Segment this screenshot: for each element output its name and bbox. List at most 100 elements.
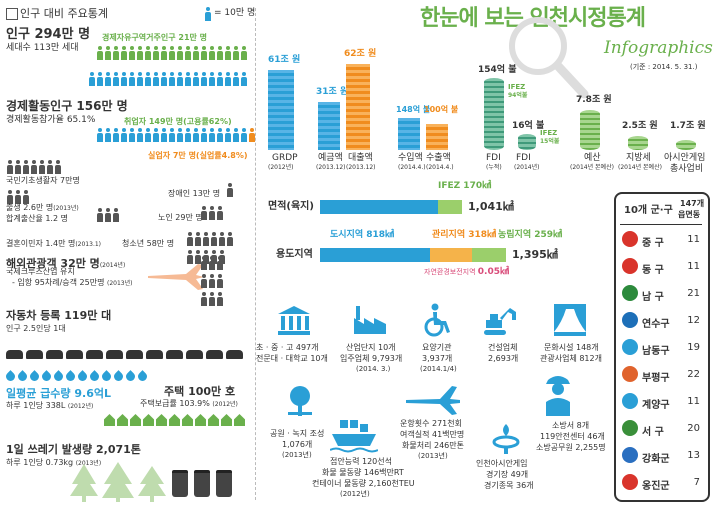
loan-label: 대출액 bbox=[348, 153, 373, 163]
tourism-title: 해외관광객 32만 명(2014년) bbox=[6, 257, 126, 270]
local-tax-label: 지방세 bbox=[626, 153, 651, 163]
zoning-bar-urban bbox=[320, 248, 430, 262]
car-icon bbox=[6, 350, 23, 359]
loan-value: 62조 원 bbox=[344, 49, 377, 59]
excavator-icon bbox=[484, 308, 516, 335]
district-name: 동 구 bbox=[642, 265, 664, 276]
house-icons-row bbox=[104, 414, 247, 426]
page-subtitle: Infographics bbox=[604, 38, 713, 58]
person-icon bbox=[232, 72, 239, 86]
person-icon bbox=[160, 46, 167, 60]
population-icons-row1 bbox=[96, 46, 248, 60]
zoning-agri-label: 농림지역 259㎢ bbox=[498, 230, 563, 240]
person-icon bbox=[6, 160, 13, 174]
person-icon bbox=[128, 72, 135, 86]
airplane-icon bbox=[148, 264, 204, 290]
district-emblem-icon bbox=[622, 420, 638, 436]
economic-icons-row bbox=[96, 128, 256, 142]
stadium-line3: 경기종목 36개 bbox=[484, 481, 534, 490]
trash-bin-icon bbox=[216, 470, 232, 497]
fertility-icons bbox=[96, 208, 120, 222]
export-bar bbox=[426, 124, 448, 150]
person-icon bbox=[200, 128, 207, 142]
fdi-total-label: FDI bbox=[486, 153, 501, 163]
person-icon bbox=[224, 46, 231, 60]
fdi-2014-sub: (2014년) bbox=[514, 164, 540, 171]
schools-line1: 초 · 중 · 고 497개 bbox=[256, 343, 319, 352]
person-icon bbox=[176, 72, 183, 86]
person-icon bbox=[184, 46, 191, 60]
car-icon bbox=[86, 350, 103, 359]
district-name: 부평구 bbox=[642, 373, 670, 384]
person-icon bbox=[240, 46, 247, 60]
person-icon bbox=[168, 128, 175, 142]
district-row: 계양구 11 bbox=[618, 390, 704, 414]
parks-line1: 공원 · 녹지 조성 bbox=[270, 429, 325, 438]
district-emblem-icon bbox=[622, 285, 638, 301]
car-icon bbox=[46, 350, 63, 359]
fdi-total-value: 154억 불 bbox=[478, 65, 517, 75]
magnifier-icon bbox=[509, 17, 589, 99]
zoning-nature-label: 자연환경보전지역 0.05㎢ bbox=[424, 267, 509, 277]
car-icon bbox=[186, 350, 203, 359]
person-icon bbox=[184, 72, 191, 86]
tourist-icons bbox=[200, 256, 224, 270]
disabled-icons bbox=[226, 183, 234, 197]
zoning-bar-agri bbox=[472, 248, 506, 262]
person-icon bbox=[6, 190, 13, 204]
care-line2: 3,937개 bbox=[422, 354, 453, 363]
marriage-label: 결혼이민자 1.4만 명(2013.1) bbox=[6, 239, 102, 248]
district-row: 남 구 21 bbox=[618, 282, 704, 306]
house-icon bbox=[234, 414, 245, 426]
waste-title: 1일 쓰레기 발생량 2,071톤 bbox=[6, 443, 141, 456]
car-icon bbox=[146, 350, 163, 359]
basic-livelihood-label: 국민기초생활자 7만명 bbox=[6, 176, 80, 185]
economic-rate: 경제활동참가율 65.1% bbox=[6, 115, 96, 125]
theater-icon bbox=[554, 304, 586, 336]
person-icon bbox=[136, 128, 143, 142]
schools-line2: 전문대 · 대학교 10개 bbox=[256, 354, 328, 363]
car-icon bbox=[26, 350, 43, 359]
port-line4: (2012년) bbox=[340, 490, 370, 498]
care-line1: 요양기관 bbox=[422, 343, 452, 352]
parks-line2: 1,076개 bbox=[282, 440, 313, 449]
population-icons-row2 bbox=[88, 72, 248, 86]
trash-bin-icon bbox=[172, 470, 188, 497]
birth-label: 출생 2.6만 명(2013년) bbox=[6, 203, 79, 212]
person-icon bbox=[120, 128, 127, 142]
person-icon bbox=[240, 72, 247, 86]
district-count: 20 bbox=[687, 423, 700, 434]
unemployed-label: 실업자 7만 명(실업률4.8%) bbox=[148, 151, 248, 160]
fez-population-label: 경제자유구역거주인구 21만 명 bbox=[102, 33, 208, 42]
grdp-value: 61조 원 bbox=[268, 55, 301, 65]
person-icon bbox=[200, 206, 207, 220]
person-icon bbox=[144, 46, 151, 60]
person-icon bbox=[224, 72, 231, 86]
person-icon bbox=[112, 72, 119, 86]
district-row: 강화군 13 bbox=[618, 444, 704, 468]
park-tree-icon bbox=[288, 386, 312, 416]
district-count: 13 bbox=[687, 450, 700, 461]
district-name: 강화군 bbox=[642, 454, 670, 465]
section-checkbox-icon bbox=[6, 8, 18, 20]
person-icon bbox=[176, 46, 183, 60]
person-icon bbox=[216, 256, 223, 270]
person-icon bbox=[208, 46, 215, 60]
stadium-line2: 경기장 49개 bbox=[486, 470, 529, 479]
youth-icons bbox=[186, 232, 234, 246]
youth-label: 청소년 58만 명 bbox=[122, 239, 175, 248]
deposit-bar bbox=[318, 102, 340, 150]
fdi-total-sub: (누적) bbox=[486, 164, 502, 171]
airport-line3: 화물처리 246만톤 bbox=[402, 441, 464, 450]
port-line3: 컨테이너 물동량 2,160천TEU bbox=[312, 479, 415, 488]
person-icon bbox=[54, 160, 61, 174]
zoning-urban-label: 도시지역 818㎢ bbox=[330, 230, 395, 240]
person-icon bbox=[208, 256, 215, 270]
district-row: 서 구 20 bbox=[618, 417, 704, 441]
person-icon bbox=[210, 232, 217, 246]
district-count: 12 bbox=[687, 315, 700, 326]
person-icon bbox=[104, 46, 111, 60]
person-icon bbox=[128, 128, 135, 142]
districts-header-right1: 147개 bbox=[680, 199, 705, 208]
person-icon bbox=[218, 250, 225, 264]
